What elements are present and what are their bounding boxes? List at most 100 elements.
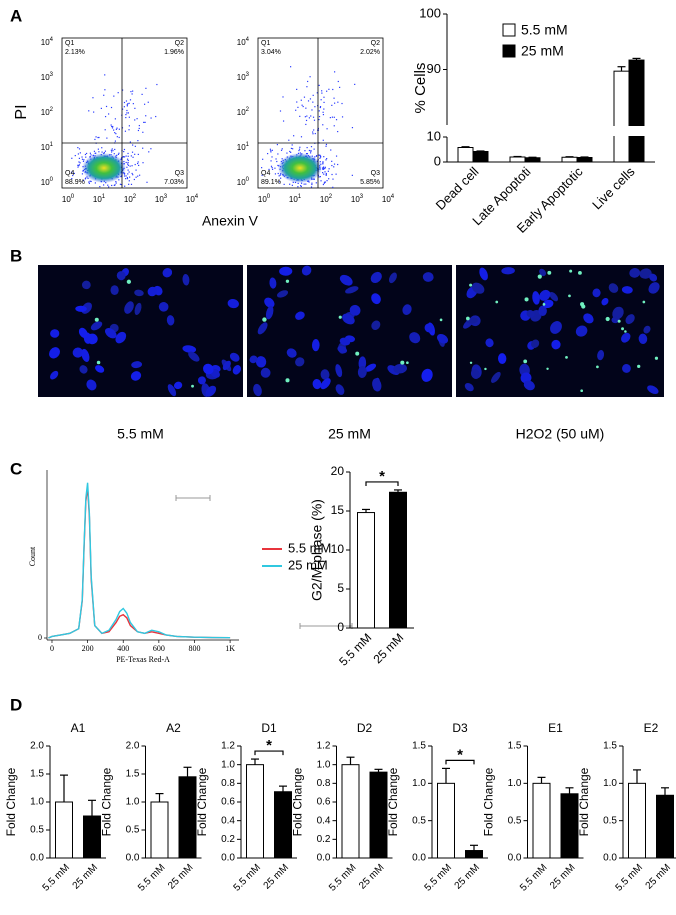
event-dot	[354, 83, 356, 85]
event-dot	[320, 99, 322, 101]
event-dot	[278, 175, 280, 177]
event-dot	[290, 151, 292, 153]
bar	[55, 801, 73, 859]
fluorescent-spot	[524, 297, 529, 302]
event-dot	[110, 151, 113, 153]
event-dot	[308, 181, 310, 183]
legend-swatch	[502, 44, 516, 58]
event-dot	[72, 174, 74, 177]
event-dot	[320, 155, 322, 158]
significance-label: *	[266, 737, 272, 754]
tick-base: 10	[320, 195, 329, 204]
y-axis-label: Fold Change	[100, 767, 114, 836]
event-dot	[156, 83, 158, 86]
nucleus	[81, 280, 91, 290]
event-dot	[118, 128, 120, 130]
chart-title: D1	[261, 721, 277, 735]
x-tick-label: 5.5 mM	[518, 862, 549, 893]
nucleus	[162, 268, 173, 278]
event-dot	[305, 123, 307, 126]
event-dot	[328, 88, 330, 90]
event-dot	[322, 124, 324, 126]
nucleus	[197, 376, 206, 385]
event-dot	[268, 168, 270, 171]
event-dot	[126, 158, 129, 160]
event-dot	[126, 105, 128, 107]
event-dot	[318, 115, 321, 118]
event-dot	[320, 180, 322, 182]
x-tick-label: 101	[289, 194, 302, 205]
nucleus	[174, 381, 183, 390]
event-dot	[322, 161, 324, 163]
event-dot	[292, 181, 294, 183]
event-dot	[132, 144, 134, 146]
event-dot	[329, 117, 331, 119]
event-dot	[106, 137, 108, 139]
bar	[472, 151, 489, 163]
event-dot	[331, 173, 333, 176]
event-dot	[328, 168, 330, 170]
event-dot	[322, 163, 324, 165]
event-dot	[277, 153, 279, 155]
event-dot	[312, 133, 314, 135]
event-dot	[73, 172, 75, 175]
fluorescent-spot	[285, 279, 290, 283]
event-dot	[115, 181, 117, 183]
tick-base: 10	[237, 143, 246, 152]
event-dot	[277, 172, 279, 175]
event-dot	[114, 118, 116, 120]
x-tick-label: Dead cell	[433, 164, 482, 213]
bar	[83, 815, 101, 859]
quadrant-name: Q2	[175, 40, 184, 47]
y-tick-label: 102	[41, 107, 54, 118]
event-dot	[315, 182, 317, 184]
tick-base: 10	[237, 38, 246, 47]
event-dot	[323, 96, 325, 98]
event-dot	[131, 93, 133, 95]
nucleus	[539, 289, 551, 301]
event-dot	[321, 90, 323, 92]
tick-exponent: 4	[195, 194, 199, 200]
event-dot	[333, 116, 335, 118]
event-dot	[300, 185, 302, 187]
event-dot	[311, 182, 313, 184]
nucleus	[72, 347, 84, 358]
event-dot	[115, 128, 118, 130]
fluorescent-spot	[484, 367, 487, 371]
event-dot	[306, 86, 308, 88]
event-dot	[325, 174, 327, 176]
fluorescent-spot	[285, 378, 290, 383]
tick-exponent: 2	[329, 194, 333, 200]
event-dot	[309, 150, 312, 152]
y-tick-label: 100	[41, 177, 54, 188]
y-tick-label: 0.5	[30, 825, 44, 836]
nucleus	[532, 291, 540, 305]
fluorescent-spot	[542, 303, 546, 306]
event-dot	[127, 169, 129, 171]
event-dot	[123, 175, 126, 177]
nucleus	[464, 383, 474, 392]
nucleus	[232, 365, 242, 375]
nucleus	[253, 383, 262, 397]
y-tick-label: 1.5	[126, 769, 140, 780]
event-dot	[326, 90, 328, 92]
event-dot	[296, 88, 298, 90]
event-dot	[300, 136, 303, 138]
event-dot	[87, 177, 89, 179]
event-dot	[104, 150, 107, 152]
event-dot	[107, 184, 109, 186]
quadrant-name: Q1	[261, 40, 270, 47]
event-dot	[331, 116, 334, 118]
event-dot	[305, 183, 307, 185]
event-dot	[88, 110, 90, 112]
event-dot	[126, 112, 128, 114]
event-dot	[318, 84, 320, 86]
nucleus	[110, 285, 119, 296]
y-tick-label: 0.0	[30, 853, 44, 864]
quadrant-percent: 1.96%	[164, 49, 184, 56]
event-dot	[322, 167, 325, 169]
nucleus	[279, 266, 293, 276]
bar	[532, 782, 551, 859]
event-dot	[129, 165, 131, 167]
event-dot	[130, 90, 132, 93]
